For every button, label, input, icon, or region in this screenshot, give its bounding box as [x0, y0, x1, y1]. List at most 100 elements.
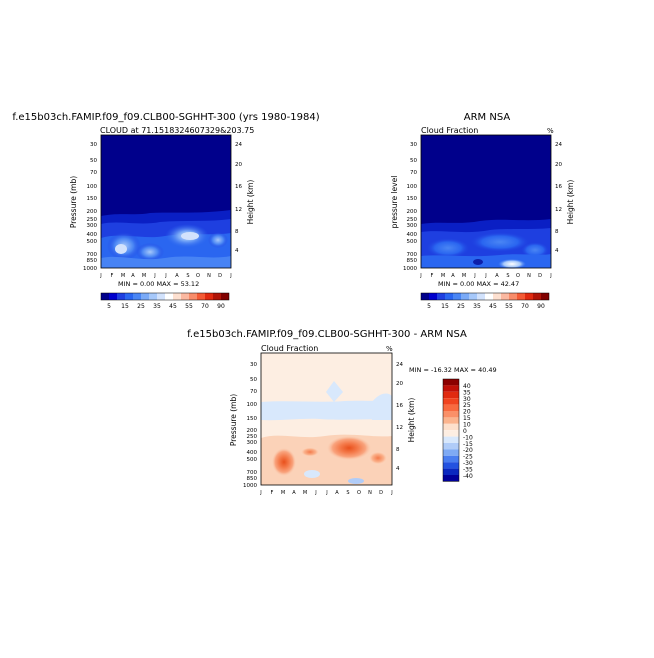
panel-obs: ARM NSA Cloud Fraction % 30 50 70 100 15… [390, 112, 575, 310]
svg-text:J: J [314, 490, 316, 496]
svg-text:150: 150 [87, 196, 98, 202]
svg-text:100: 100 [87, 184, 98, 190]
svg-text:300: 300 [247, 440, 258, 446]
svg-text:100: 100 [247, 402, 258, 408]
panel-diff-plot [260, 352, 393, 486]
svg-text:J: J [549, 273, 551, 279]
panel-model-colorbar: 5 15 25 35 45 55 70 90 [100, 292, 230, 310]
svg-text:20: 20 [555, 162, 562, 168]
panel-obs-colorbar: 5 15 25 35 45 55 70 90 [420, 292, 550, 310]
svg-text:J: J [419, 273, 421, 279]
panel-obs-y-label: pressure level [390, 176, 399, 229]
svg-text:J: J [259, 490, 261, 496]
panel-obs-y2-ticks: 24 20 16 12 8 4 [555, 142, 562, 254]
p3-cbar-label: 35 [463, 389, 471, 396]
svg-text:J: J [153, 273, 155, 279]
p3-cbar-label: -35 [463, 466, 473, 473]
svg-text:300: 300 [407, 223, 418, 229]
svg-text:J: J [325, 490, 327, 496]
svg-text:S: S [186, 273, 189, 279]
p2-cbar-label: 5 [427, 303, 431, 310]
svg-text:850: 850 [87, 258, 98, 264]
panel-model-subtitle: CLOUD at 71.1518324607329&203.75 [100, 126, 254, 135]
svg-text:200: 200 [247, 428, 258, 434]
svg-text:8: 8 [396, 447, 400, 453]
svg-text:J: J [229, 273, 231, 279]
svg-text:D: D [218, 273, 222, 279]
panel-model-plot [100, 134, 232, 269]
svg-text:N: N [207, 273, 211, 279]
p3-cbar-label: -20 [463, 447, 473, 454]
svg-text:N: N [368, 490, 372, 496]
panel-model-y2-label: Height (km) [246, 180, 255, 225]
p3-cbar-label: 0 [463, 428, 467, 435]
panel-diff-colorbar: 40 35 30 25 20 15 10 0 -10 -15 -20 -25 -… [442, 378, 473, 482]
svg-text:500: 500 [407, 239, 418, 245]
p1-cbar-label: 70 [201, 303, 209, 310]
panel-diff: f.e15b03ch.FAMIP.f09_f09.CLB00-SGHHT-300… [187, 329, 497, 496]
svg-text:D: D [538, 273, 542, 279]
p3-cbar-label: -25 [463, 454, 473, 461]
panel-obs-plot [420, 134, 552, 269]
p3-cbar-label: 40 [463, 383, 471, 390]
svg-text:250: 250 [87, 217, 98, 223]
svg-text:M: M [441, 273, 445, 279]
svg-text:16: 16 [235, 184, 242, 190]
svg-text:400: 400 [247, 450, 258, 456]
svg-text:300: 300 [87, 223, 98, 229]
svg-text:12: 12 [555, 207, 562, 213]
p3-cbar-label: 25 [463, 402, 471, 409]
svg-text:70: 70 [410, 170, 417, 176]
svg-text:150: 150 [247, 416, 258, 422]
panel-diff-corner: % [386, 345, 393, 353]
p1-cbar-label: 35 [153, 303, 161, 310]
svg-text:20: 20 [396, 381, 403, 387]
p3-cbar-label: 30 [463, 396, 471, 403]
svg-text:200: 200 [407, 209, 418, 215]
svg-text:M: M [281, 490, 285, 496]
p3-cbar-label: -15 [463, 441, 473, 448]
svg-text:J: J [484, 273, 486, 279]
svg-text:4: 4 [396, 466, 400, 472]
svg-text:50: 50 [410, 158, 417, 164]
panel-model-y-ticks: 30 50 70 100 150 200 250 300 400 500 700… [83, 142, 97, 272]
svg-text:O: O [516, 273, 520, 279]
svg-text:F: F [431, 273, 434, 279]
panel-obs-y2-label: Height (km) [566, 180, 575, 225]
svg-text:700: 700 [407, 252, 418, 258]
panel-model-y-label: Pressure (mb) [69, 176, 78, 228]
svg-text:N: N [527, 273, 531, 279]
panel-diff-title: f.e15b03ch.FAMIP.f09_f09.CLB00-SGHHT-300… [187, 329, 467, 340]
panel-obs-corner: % [547, 127, 554, 135]
panel-diff-y2-ticks: 24 20 16 12 8 4 [396, 362, 403, 472]
p1-cbar-label: 55 [185, 303, 193, 310]
p3-cbar-label: 20 [463, 409, 471, 416]
panel-diff-y2-label: Height (km) [407, 398, 416, 443]
svg-text:850: 850 [407, 258, 418, 264]
p2-cbar-label: 70 [521, 303, 529, 310]
p1-cbar-label: 25 [137, 303, 145, 310]
panel-obs-minmax: MIN = 0.00 MAX = 42.47 [438, 280, 519, 288]
svg-text:M: M [303, 490, 307, 496]
svg-text:12: 12 [396, 425, 403, 431]
svg-text:24: 24 [235, 142, 242, 148]
svg-text:J: J [99, 273, 101, 279]
svg-text:12: 12 [235, 207, 242, 213]
p2-cbar-label: 55 [505, 303, 513, 310]
panel-obs-subtitle: Cloud Fraction [421, 126, 478, 135]
svg-text:S: S [346, 490, 349, 496]
panel-model: f.e15b03ch.FAMIP.f09_f09.CLB00-SGHHT-300… [12, 112, 319, 310]
svg-text:1000: 1000 [403, 266, 417, 272]
svg-text:M: M [142, 273, 146, 279]
svg-text:700: 700 [247, 470, 258, 476]
p3-cbar-label: -40 [463, 473, 473, 480]
svg-text:700: 700 [87, 252, 98, 258]
svg-text:4: 4 [235, 248, 239, 254]
svg-text:500: 500 [87, 239, 98, 245]
svg-text:8: 8 [555, 229, 559, 235]
p2-cbar-label: 45 [489, 303, 497, 310]
panel-diff-subtitle: Cloud Fraction [261, 344, 318, 353]
svg-text:16: 16 [396, 403, 403, 409]
